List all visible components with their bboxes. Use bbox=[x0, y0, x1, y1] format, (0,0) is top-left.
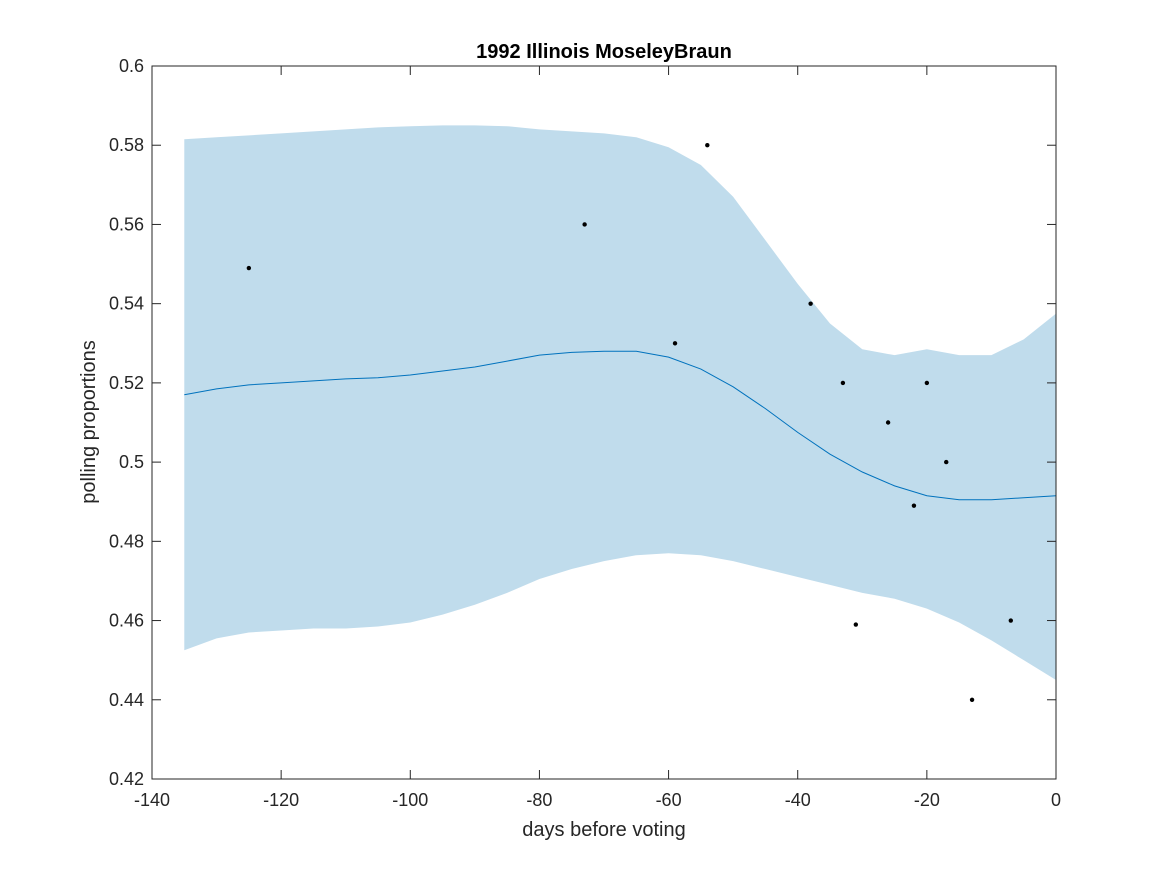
data-point bbox=[672, 341, 678, 346]
y-tick-label: 0.52 bbox=[109, 373, 144, 393]
y-tick-label: 0.6 bbox=[119, 56, 144, 76]
confidence-band bbox=[184, 125, 1057, 680]
x-tick-label: -40 bbox=[785, 790, 811, 810]
data-point bbox=[944, 459, 949, 465]
y-tick-label: 0.5 bbox=[119, 452, 144, 472]
x-tick-label: -120 bbox=[263, 790, 299, 810]
x-tick-label: 0 bbox=[1051, 790, 1061, 810]
data-point bbox=[840, 380, 846, 386]
data-point bbox=[705, 143, 710, 148]
axes: -140 -120 -100 -80 -60 -40 -20 0 0.42 0.44 0.46 0.4… bbox=[109, 56, 1061, 810]
y-tick-label: 0.46 bbox=[109, 611, 144, 631]
y-tick-label: 0.44 bbox=[109, 690, 144, 710]
data-point bbox=[808, 301, 813, 306]
x-axis-label: days before voting bbox=[522, 819, 685, 841]
y-tick-label: 0.48 bbox=[109, 531, 144, 551]
data-point bbox=[969, 697, 975, 702]
data-point bbox=[853, 622, 859, 627]
data-point bbox=[885, 420, 891, 425]
y-tick-label: 0.58 bbox=[109, 135, 144, 155]
data-point bbox=[582, 222, 587, 227]
plot-area bbox=[184, 125, 1057, 702]
data-point bbox=[911, 503, 917, 508]
y-tick-label: 0.54 bbox=[109, 294, 144, 314]
x-tick-label: -60 bbox=[656, 790, 682, 810]
y-axis-label: polling proportions bbox=[78, 340, 100, 503]
x-tick-label: -20 bbox=[914, 790, 940, 810]
x-tick-label: -100 bbox=[392, 790, 428, 810]
trend-line bbox=[184, 350, 1057, 501]
data-point bbox=[1008, 618, 1013, 623]
y-tick-label: 0.56 bbox=[109, 214, 144, 234]
x-tick-label: -80 bbox=[526, 790, 552, 810]
chart-title: 1992 Illinois MoseleyBraun bbox=[476, 41, 732, 63]
data-point bbox=[924, 380, 930, 386]
data-point bbox=[246, 265, 252, 271]
axes-box bbox=[151, 65, 1057, 780]
x-tick-label: -140 bbox=[134, 790, 170, 810]
y-tick-label: 0.42 bbox=[109, 769, 144, 789]
